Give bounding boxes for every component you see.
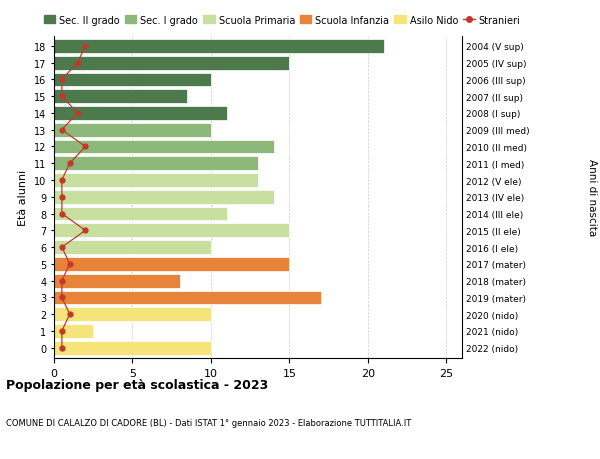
Bar	[54, 291, 321, 305]
Bar	[54, 56, 289, 70]
Bar	[54, 241, 211, 254]
Bar	[54, 140, 274, 154]
Bar	[54, 123, 211, 137]
Bar	[54, 40, 383, 54]
Legend: Sec. II grado, Sec. I grado, Scuola Primaria, Scuola Infanzia, Asilo Nido, Stran: Sec. II grado, Sec. I grado, Scuola Prim…	[40, 12, 524, 29]
Bar	[54, 73, 211, 87]
Bar	[54, 308, 211, 321]
Bar	[54, 325, 93, 338]
Bar	[54, 207, 227, 221]
Text: Anni di nascita: Anni di nascita	[587, 159, 597, 236]
Bar	[54, 157, 258, 171]
Bar	[54, 274, 179, 288]
Text: Popolazione per età scolastica - 2023: Popolazione per età scolastica - 2023	[6, 379, 268, 392]
Bar	[54, 257, 289, 271]
Bar	[54, 107, 227, 121]
Y-axis label: Età alunni: Età alunni	[19, 169, 28, 225]
Bar	[54, 341, 211, 355]
Bar	[54, 90, 187, 104]
Text: COMUNE DI CALALZO DI CADORE (BL) - Dati ISTAT 1° gennaio 2023 - Elaborazione TUT: COMUNE DI CALALZO DI CADORE (BL) - Dati …	[6, 418, 411, 427]
Bar	[54, 190, 274, 204]
Bar	[54, 224, 289, 238]
Bar	[54, 174, 258, 187]
